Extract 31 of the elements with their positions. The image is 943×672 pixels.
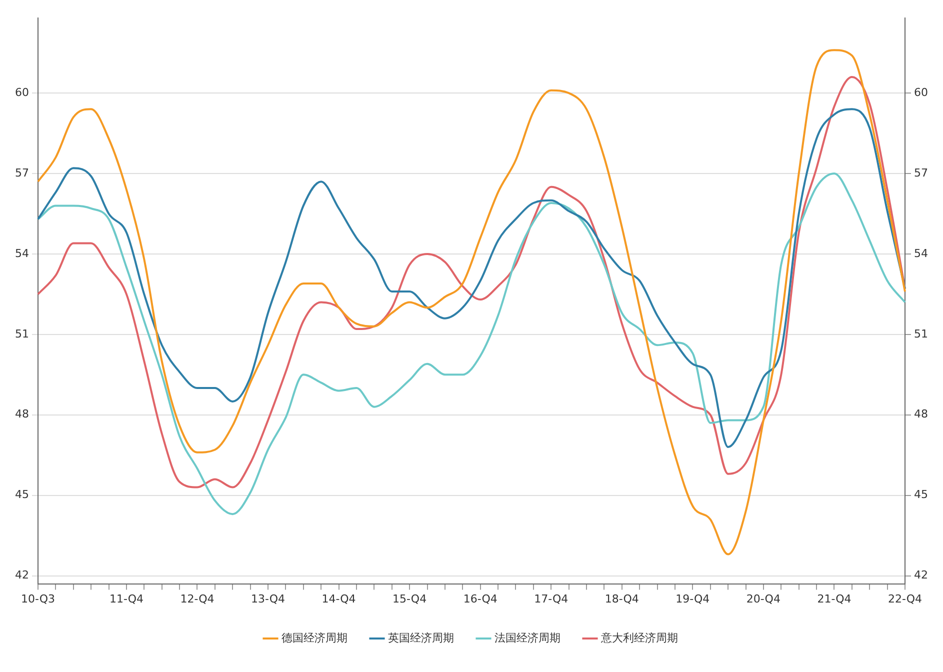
x-tick-label: 21-Q4 <box>817 592 852 606</box>
legend-label: 法国经济周期 <box>494 631 560 644</box>
x-tick-label: 17-Q4 <box>534 592 568 606</box>
y-tick-label: 54 <box>14 246 29 260</box>
y-tick-label: 45 <box>14 488 29 502</box>
x-tick-label: 13-Q4 <box>251 592 286 606</box>
y-tick-label: 48 <box>14 408 29 421</box>
y-tick-label: 42 <box>14 568 29 582</box>
y2-tick-label: 60 <box>914 86 928 99</box>
y2-tick-label: 57 <box>914 166 928 180</box>
x-tick-label: 14-Q4 <box>322 592 356 606</box>
x-tick-label: 10-Q3 <box>20 592 56 606</box>
y-tick-label: 60 <box>14 86 29 99</box>
x-tick-label: 12-Q4 <box>180 592 214 606</box>
x-tick-label: 19-Q4 <box>676 592 710 606</box>
y2-tick-label: 51 <box>914 327 928 340</box>
y-tick-label: 57 <box>14 166 29 180</box>
legend-label: 德国经济周期 <box>282 631 348 644</box>
legend-label: 意大利经济周期 <box>600 631 678 644</box>
y2-tick-label: 48 <box>914 408 928 421</box>
legend-label: 英国经济周期 <box>388 631 454 644</box>
x-tick-label: 11-Q4 <box>109 592 144 606</box>
y-tick-label: 51 <box>14 327 29 340</box>
x-tick-label: 18-Q4 <box>604 592 639 606</box>
y2-tick-label: 45 <box>914 488 928 502</box>
x-tick-label: 15-Q4 <box>392 592 427 606</box>
y2-tick-label: 42 <box>914 568 928 582</box>
x-tick-label: 16-Q4 <box>463 592 498 606</box>
y2-tick-label: 54 <box>914 246 928 260</box>
x-tick-label: 20-Q4 <box>746 592 780 606</box>
x-tick-label: 22-Q4 <box>888 592 922 606</box>
